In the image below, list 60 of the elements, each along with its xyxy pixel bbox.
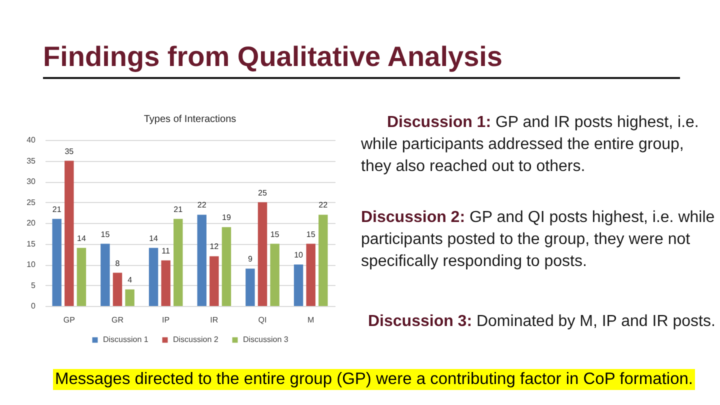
bar xyxy=(100,244,110,306)
legend-label: Discussion 1 xyxy=(103,335,149,344)
bar xyxy=(161,260,170,306)
x-tick-label: M xyxy=(307,316,314,324)
y-tick-label: 0 xyxy=(31,302,36,310)
y-tick-label: 40 xyxy=(26,136,36,144)
legend-label: Discussion 2 xyxy=(173,335,219,344)
bar xyxy=(294,264,304,306)
data-label: 21 xyxy=(52,204,62,214)
data-label: 11 xyxy=(162,246,171,256)
legend-label: Discussion 3 xyxy=(243,335,289,344)
x-tick-label: IR xyxy=(210,316,218,324)
data-label: 14 xyxy=(77,234,86,243)
data-label: 15 xyxy=(306,230,316,239)
bar xyxy=(76,248,86,306)
bar xyxy=(148,248,158,306)
y-tick-label: 5 xyxy=(31,280,36,290)
data-label: 25 xyxy=(258,188,268,198)
bar xyxy=(197,214,206,306)
y-tick-label: 25 xyxy=(26,198,36,207)
bar xyxy=(222,227,232,306)
y-tick-label: 20 xyxy=(26,218,36,228)
data-label: 19 xyxy=(222,213,232,222)
bar xyxy=(64,160,74,306)
data-label: 10 xyxy=(294,250,304,260)
x-tick-label: IP xyxy=(162,316,170,324)
text: Discussion 3: Dominated by M, IP and IR posts. xyxy=(368,312,716,332)
data-label: 15 xyxy=(100,230,110,239)
bar xyxy=(246,268,255,306)
bar xyxy=(112,272,122,306)
bar xyxy=(52,218,62,306)
chart-subtitle: Types of Interactions xyxy=(144,114,236,125)
y-tick-label: 15 xyxy=(26,239,36,248)
data-label: 12 xyxy=(210,242,220,252)
data-label: 8 xyxy=(115,258,120,268)
chart-title: Findings from Qualitative Analysis xyxy=(43,41,502,73)
x-tick-label: QI xyxy=(258,316,267,324)
bar xyxy=(210,256,219,306)
bar xyxy=(125,289,134,306)
bar xyxy=(318,214,328,306)
bar xyxy=(306,244,316,306)
y-tick-label: 35 xyxy=(26,156,36,166)
x-tick-label: GR xyxy=(112,316,124,324)
x-tick-label: GP xyxy=(63,316,75,324)
data-label: 22 xyxy=(318,200,328,210)
data-label: 15 xyxy=(270,230,280,239)
data-label: 35 xyxy=(64,146,74,156)
data-label: 9 xyxy=(248,254,253,264)
text: Messages directed to the entire group (GP) were a contributing factor in CoP formation. xyxy=(53,369,696,390)
bar xyxy=(270,244,280,306)
data-label: 22 xyxy=(197,200,207,210)
data-label: 21 xyxy=(174,204,184,214)
bar xyxy=(258,202,268,306)
bar xyxy=(174,218,183,306)
y-tick-label: 10 xyxy=(26,260,36,269)
data-label: 14 xyxy=(149,234,159,243)
text: Discussion 2: GP and QI posts highest, i.e. while participants posted to the group, they were not specifically responding to posts. xyxy=(361,208,716,272)
data-label: 4 xyxy=(128,275,133,284)
text: Discussion 1: GP and IR posts highest, i.e. while participants addressed the entire group, they also reached out to others. xyxy=(361,113,700,177)
y-tick-label: 30 xyxy=(26,177,36,186)
